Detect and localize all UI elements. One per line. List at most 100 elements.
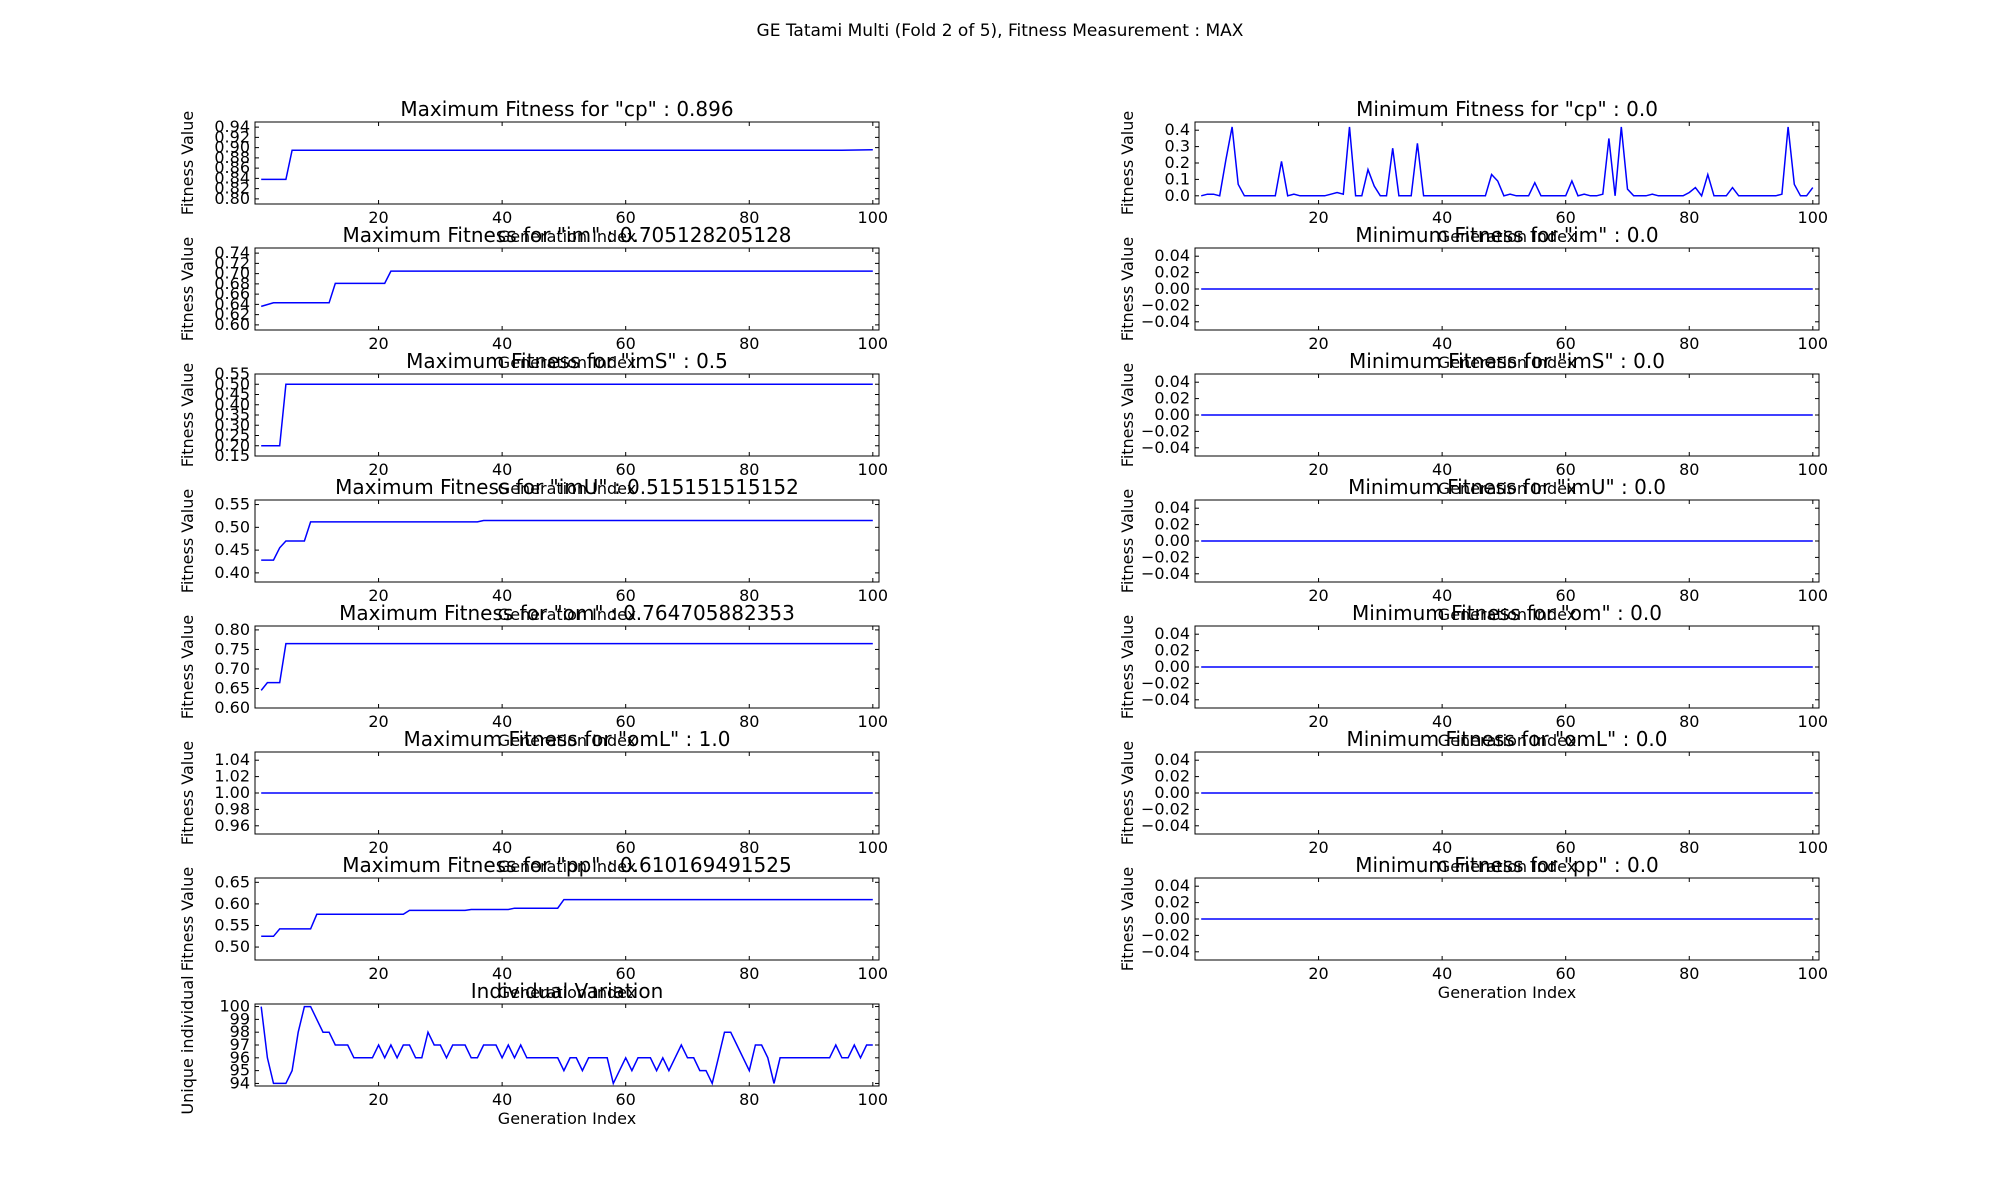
panel-min-ims: Minimum Fitness for "imS" : 0.0 20 40 60 80 1… [1118,349,1828,498]
y-tick-label: 0.45 [214,385,250,404]
axes-frame [254,121,880,205]
y-tick-label: −0.02 [1141,925,1190,944]
x-tick-label: 40 [1432,208,1452,227]
x-tick-label: 100 [858,1090,889,1109]
x-tick-label: 100 [858,208,889,227]
panel-title: Minimum Fitness for "omL" : 0.0 [1346,727,1667,751]
y-tick-label: 0.25 [214,426,250,445]
y-tick-label: −0.02 [1141,673,1190,692]
x-tick-label: 20 [368,208,388,227]
panel-min-oml: Minimum Fitness for "omL" : 0.0 20 40 60 80 1… [1118,727,1828,876]
y-tick-label: −0.04 [1141,564,1190,583]
y-tick-label: 0.40 [214,563,250,582]
x-axis-label: Generation Index [498,227,636,246]
x-tick-label: 20 [368,1090,388,1109]
x-tick-label: 20 [1308,964,1328,983]
y-axis-label: Fitness Value [178,741,197,845]
x-tick-label: 100 [1798,460,1829,479]
x-tick-label: 80 [739,838,759,857]
panel-title: Minimum Fitness for "imU" : 0.0 [1348,475,1666,499]
x-tick-label: 20 [1308,838,1328,857]
series-line [261,898,873,938]
y-tick-label: 0.02 [1154,893,1190,912]
series-line [261,383,873,447]
y-axis-label: Fitness Value [178,111,197,215]
panel-title: Individual Variation [471,979,664,1003]
x-tick-label: 20 [368,460,388,479]
x-tick-label: 40 [492,586,512,605]
x-tick-label: 20 [1308,334,1328,353]
x-tick-label: 60 [1556,964,1576,983]
y-tick-label: 0.50 [214,517,250,536]
series-line [1201,126,1814,198]
figure-title: GE Tatami Multi (Fold 2 of 5), Fitness M… [757,21,1244,41]
y-tick-label: −0.04 [1141,816,1190,835]
y-tick-label: 0.84 [214,168,250,187]
x-tick-label: 100 [1798,964,1829,983]
x-tick-label: 60 [616,964,636,983]
y-tick-label: 0.60 [214,315,250,334]
panel-title: Minimum Fitness for "om" : 0.0 [1352,601,1662,625]
x-tick-label: 100 [858,712,889,731]
y-tick-label: −0.04 [1141,438,1190,457]
x-tick-label: 80 [739,712,759,731]
x-tick-label: 60 [1556,838,1576,857]
y-tick-label: 0.98 [214,799,250,818]
y-tick-label: −0.04 [1141,942,1190,961]
x-tick-label: 80 [739,460,759,479]
x-tick-label: 20 [368,586,388,605]
y-tick-label: 0.02 [1154,767,1190,786]
y-tick-label: 0.82 [214,179,250,198]
y-tick-label: −0.02 [1141,547,1190,566]
x-tick-label: 40 [1432,334,1452,353]
y-tick-label: 0.02 [1154,263,1190,282]
y-tick-label: 0.68 [214,274,250,293]
x-axis-label: Generation Index [1438,857,1576,876]
y-axis-label: Fitness Value [1118,111,1137,215]
x-axis-label: Generation Index [1438,227,1576,246]
y-axis-label: Fitness Value [1118,615,1137,719]
x-axis-label: Generation Index [498,353,636,372]
panel-title: Maximum Fitness for "cp" : 0.896 [400,97,733,121]
x-tick-label: 100 [858,964,889,983]
x-tick-label: 60 [616,586,636,605]
axes-frame [254,499,880,583]
y-tick-label: 0.02 [1154,389,1190,408]
y-tick-label: 0.00 [1154,405,1190,424]
axes-frame [1194,121,1820,205]
x-tick-label: 80 [1679,460,1699,479]
x-tick-label: 20 [368,838,388,857]
y-tick-label: 0.88 [214,148,250,167]
y-tick-label: 0.92 [214,127,250,146]
series-line [260,1005,873,1086]
y-tick-label: 94 [230,1073,250,1092]
x-tick-label: 80 [739,586,759,605]
y-tick-label: 0.00 [1154,783,1190,802]
x-tick-label: 80 [739,208,759,227]
panel-title: Maximum Fitness for "imS" : 0.5 [406,349,728,373]
y-tick-label: 0.35 [214,405,250,424]
y-tick-label: 0.15 [214,446,250,465]
x-tick-label: 80 [739,964,759,983]
y-tick-label: 0.1 [1165,169,1190,188]
axes-frame [254,1003,880,1087]
y-tick-label: −0.04 [1141,312,1190,331]
x-tick-label: 100 [1798,586,1829,605]
x-tick-label: 60 [616,712,636,731]
y-tick-label: 0.20 [214,436,250,455]
y-tick-label: 0.50 [214,374,250,393]
y-tick-label: 0.74 [214,243,250,262]
panel-title: Maximum Fitness for "im" : 0.70512820512… [342,223,791,247]
y-tick-label: 0.4 [1165,120,1190,139]
y-tick-label: 0.04 [1154,750,1190,769]
panel-title: Maximum Fitness for "imU" : 0.5151515151… [335,475,799,499]
y-tick-label: 1.04 [214,750,250,769]
y-tick-label: 97 [230,1035,250,1054]
y-tick-label: 0.55 [214,364,250,383]
y-axis-label: Fitness Value [1118,363,1137,467]
y-tick-label: 0.45 [214,540,250,559]
x-tick-label: 60 [1556,586,1576,605]
panel-title: Maximum Fitness for "pp" : 0.61016949152… [342,853,791,877]
axes-frame [254,625,880,709]
